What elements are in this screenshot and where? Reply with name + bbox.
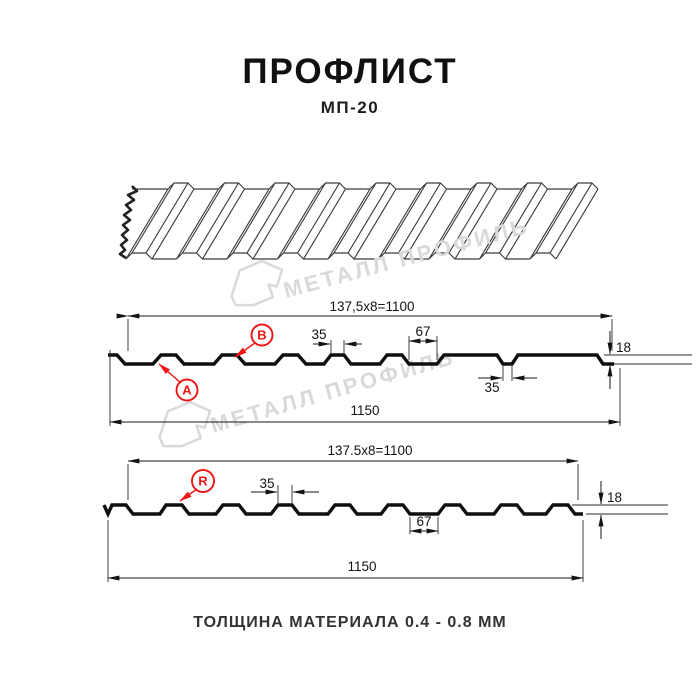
dim-height-2: 18 [607,490,622,505]
watermark-logo-icon [230,259,284,307]
dim-rib-top-1: 35 [311,327,326,342]
page-subtitle: МП-20 [320,98,380,117]
cross-section-2: 137.5x8=1100 35 67 18 1150 [102,443,668,582]
watermark-logo-icon [158,400,212,448]
dim-rib-top-2: 35 [259,476,274,491]
sheet-3d-cut-edge [118,185,139,260]
watermark-text: МЕТАЛЛ ПРОФИЛЬ [207,344,457,438]
profile-outline-2 [102,503,583,519]
sheet-3d-view [118,182,599,260]
dim-flat-1: 67 [415,324,430,339]
callout-r: R [179,469,215,502]
dim-pitch-total-2: 137.5x8=1100 [328,443,413,458]
dim-pitch-total-1: 137,5x8=1100 [330,299,415,314]
dim-total-2: 1150 [347,559,376,574]
watermark-top: МЕТАЛЛ ПРОФИЛЬ [230,213,532,307]
sheet-3d-ribs [125,182,599,260]
profile-outline-1 [108,353,614,366]
callout-a-label: A [182,383,192,398]
page-title: ПРОФЛИСТ [242,52,458,91]
callout-a: A [158,363,199,402]
watermark-middle: МЕТАЛЛ ПРОФИЛЬ [158,344,458,448]
watermark-text: МЕТАЛЛ ПРОФИЛЬ [281,213,532,303]
dim-flat-2: 67 [416,514,431,529]
callout-b-label: B [257,328,266,343]
cross-section-1: 137,5x8=1100 35 67 35 18 [108,299,692,426]
dim-total-1: 1150 [350,403,379,418]
callout-r-label: R [198,474,208,489]
dim-bottom-gap-1: 35 [484,380,499,395]
material-thickness-note: ТОЛЩИНА МАТЕРИАЛА 0.4 - 0.8 ММ [193,614,507,631]
callout-b: B [234,323,274,358]
dim-height-1: 18 [616,340,631,355]
